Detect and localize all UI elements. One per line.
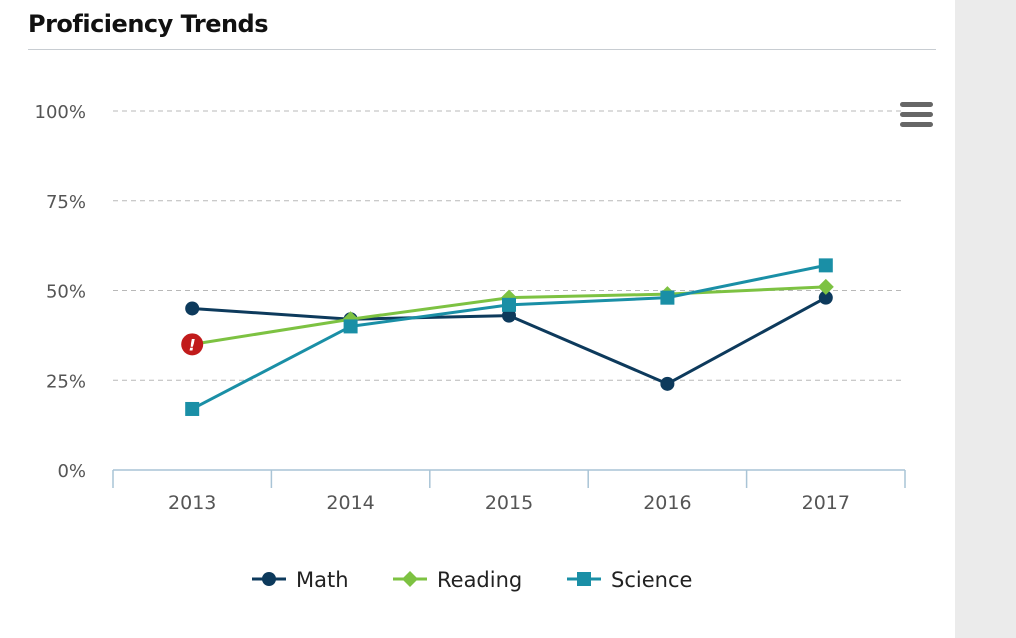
data-point bbox=[343, 319, 358, 334]
legend-label: Math bbox=[296, 568, 349, 592]
x-axis: 2013 2014 2015 2016 2017 bbox=[112, 469, 906, 514]
x-tick-label: 2013 bbox=[168, 492, 216, 514]
series-line bbox=[191, 263, 827, 411]
y-tick-label: 100% bbox=[35, 102, 86, 123]
x-tick-label: 2014 bbox=[326, 492, 374, 514]
data-point bbox=[818, 290, 833, 305]
data-point bbox=[660, 376, 675, 391]
data-point bbox=[817, 278, 834, 295]
data-point bbox=[185, 401, 200, 416]
data-point bbox=[660, 290, 675, 305]
y-tick-label: 50% bbox=[46, 282, 86, 303]
line-chart: 2013 2014 2015 2016 2017 0% 25% 50% 75% 100% ! M… bbox=[35, 97, 939, 592]
data-point bbox=[818, 258, 833, 273]
legend: Math Reading Science bbox=[252, 568, 692, 592]
legend-marker bbox=[577, 572, 591, 586]
legend-label: Science bbox=[611, 568, 692, 592]
y-axis-labels: 0% 25% 50% 75% 100% bbox=[35, 102, 86, 482]
legend-marker bbox=[262, 572, 276, 586]
x-tick-label: 2015 bbox=[485, 492, 533, 514]
data-point bbox=[502, 297, 516, 312]
series-group: ! bbox=[181, 258, 834, 416]
legend-label: Reading bbox=[437, 568, 522, 592]
x-tick-label: 2016 bbox=[643, 492, 691, 514]
legend-item-science[interactable]: Science bbox=[567, 568, 692, 592]
legend-item-reading[interactable]: Reading bbox=[393, 568, 522, 592]
exclamation-icon: ! bbox=[181, 333, 204, 356]
warning-symbol: ! bbox=[189, 335, 196, 354]
hamburger-menu-icon bbox=[900, 102, 933, 127]
chart-card: Proficiency Trends 2013 2014 2015 2016 2017 … bbox=[0, 0, 955, 638]
legend-marker bbox=[402, 571, 418, 587]
title-divider bbox=[28, 49, 936, 50]
y-tick-label: 75% bbox=[46, 192, 86, 213]
y-tick-label: 25% bbox=[46, 371, 86, 392]
chart-title: Proficiency Trends bbox=[28, 10, 269, 38]
y-tick-label: 0% bbox=[57, 461, 86, 482]
grid-lines bbox=[113, 110, 905, 381]
chart-menu-button[interactable] bbox=[895, 97, 939, 133]
data-point bbox=[502, 308, 516, 323]
warning-marker bbox=[181, 333, 204, 356]
legend-item-math[interactable]: Math bbox=[252, 568, 349, 592]
x-tick-label: 2017 bbox=[802, 492, 850, 514]
data-point bbox=[185, 301, 200, 316]
series-science bbox=[185, 258, 833, 416]
